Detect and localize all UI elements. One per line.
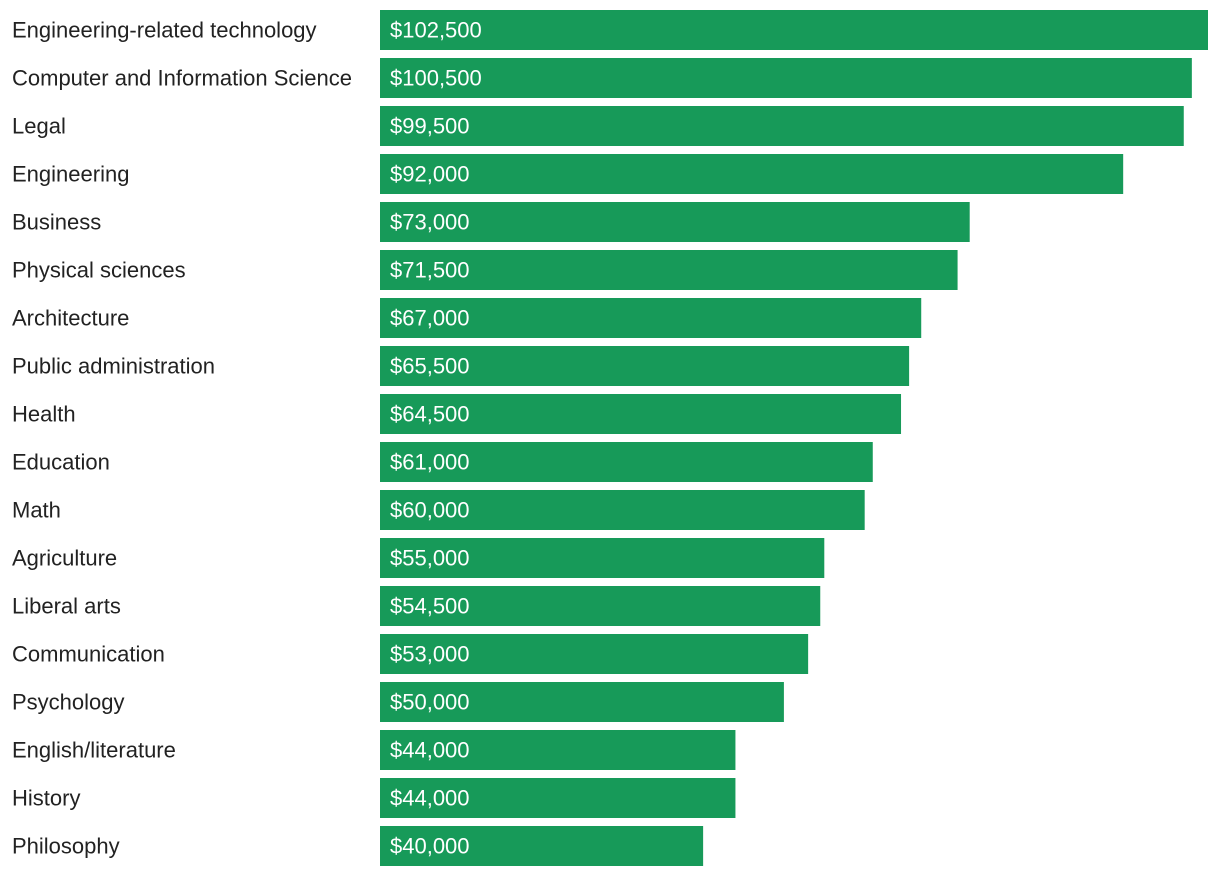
bar: [380, 538, 825, 578]
category-label: Philosophy: [12, 834, 120, 859]
bar: [380, 730, 736, 770]
bar-value-label: $53,000: [390, 642, 470, 667]
category-label: Liberal arts: [12, 594, 121, 619]
bar-value-label: $44,000: [390, 738, 470, 763]
bar-value-label: $54,500: [390, 594, 470, 619]
bar-value-label: $55,000: [390, 546, 470, 571]
category-label: Computer and Information Science: [12, 66, 352, 91]
bar: [380, 10, 1208, 50]
category-label: Legal: [12, 114, 66, 139]
bar: [380, 682, 784, 722]
category-label: Education: [12, 450, 110, 475]
bar-value-label: $61,000: [390, 450, 470, 475]
bar: [380, 826, 704, 866]
bar: [380, 154, 1124, 194]
category-label: Physical sciences: [12, 258, 186, 283]
bar-rows: Engineering-related technology $102,500 Co…: [12, 10, 1208, 866]
category-label: Public administration: [12, 354, 215, 379]
bar-value-label: $100,500: [390, 66, 482, 91]
bar-value-label: $60,000: [390, 498, 470, 523]
bar: [380, 58, 1192, 98]
bar-value-label: $65,500: [390, 354, 470, 379]
category-label: Health: [12, 402, 76, 427]
category-label: Psychology: [12, 690, 125, 715]
bar: [380, 490, 865, 530]
bar: [380, 106, 1184, 146]
bar-value-label: $102,500: [390, 18, 482, 43]
bar-value-label: $71,500: [390, 258, 470, 283]
bar-value-label: $40,000: [390, 834, 470, 859]
bar-value-label: $67,000: [390, 306, 470, 331]
bar: [380, 202, 970, 242]
bar: [380, 394, 902, 434]
bar: [380, 346, 910, 386]
bar: [380, 586, 821, 626]
category-label: Math: [12, 498, 61, 523]
category-label: Engineering-related technology: [12, 18, 317, 43]
bar-value-label: $50,000: [390, 690, 470, 715]
category-label: Business: [12, 210, 101, 235]
bar-value-label: $73,000: [390, 210, 470, 235]
bar: [380, 634, 809, 674]
category-label: Engineering: [12, 162, 129, 187]
bar: [380, 298, 922, 338]
bar: [380, 778, 736, 818]
category-label: English/literature: [12, 738, 176, 763]
category-label: Agriculture: [12, 546, 117, 571]
category-label: Communication: [12, 642, 165, 667]
bar-value-label: $92,000: [390, 162, 470, 187]
bar-value-label: $64,500: [390, 402, 470, 427]
bar-value-label: $99,500: [390, 114, 470, 139]
category-label: History: [12, 786, 80, 811]
bar-value-label: $44,000: [390, 786, 470, 811]
bar: [380, 250, 958, 290]
bar: [380, 442, 873, 482]
category-label: Architecture: [12, 306, 129, 331]
